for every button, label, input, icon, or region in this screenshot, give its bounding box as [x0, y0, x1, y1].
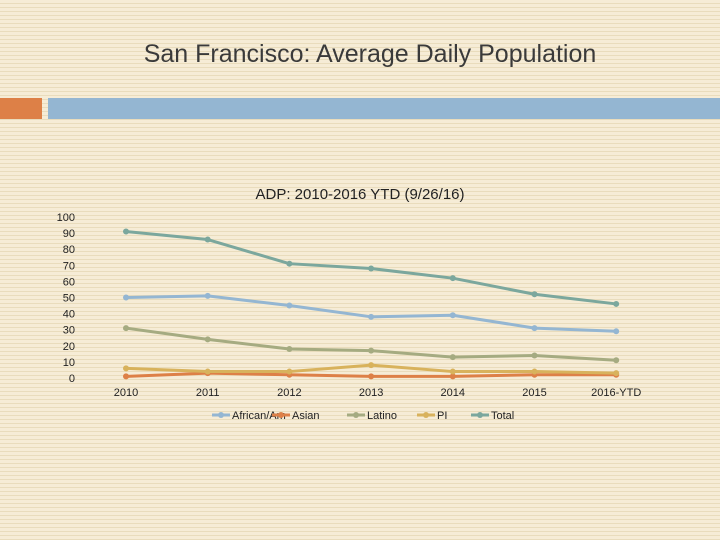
data-point-total [123, 228, 129, 235]
y-tick-label: 50 [63, 293, 75, 305]
accent-bar-blue [48, 98, 720, 119]
legend: African/Am Asian Latino PI Total [212, 410, 514, 422]
y-tick-label: 90 [63, 228, 75, 240]
x-tick-label: 2010 [114, 387, 138, 399]
data-point-asian [123, 373, 129, 380]
data-point-total [449, 275, 456, 282]
data-point-pi [204, 368, 211, 375]
y-axis-ticks: 0 10 20 30 40 50 60 70 80 90 100 [57, 212, 75, 385]
y-tick-label: 30 [63, 325, 75, 337]
x-tick-label: 2015 [522, 387, 546, 399]
data-point-total [368, 265, 375, 272]
data-point-pi [449, 368, 456, 375]
data-point-pi [613, 370, 620, 377]
legend-marker [218, 412, 224, 418]
series-lines [123, 228, 620, 380]
data-point-asian [368, 373, 375, 380]
data-point-latino [286, 346, 293, 353]
x-tick-label: 2012 [277, 387, 301, 399]
data-point-total [531, 291, 538, 298]
data-point-latino [123, 325, 129, 332]
data-point-total [613, 300, 620, 307]
data-point-latino [204, 336, 211, 343]
data-point-african-am [531, 325, 538, 332]
x-tick-label: 2016-YTD [591, 387, 641, 399]
data-point-total [286, 260, 293, 267]
slide-title: San Francisco: Average Daily Population [143, 40, 597, 68]
accent-bar-orange [0, 98, 42, 119]
y-tick-label: 80 [63, 244, 75, 256]
legend-label: Latino [367, 410, 397, 422]
data-point-latino [613, 357, 620, 364]
data-point-latino [368, 347, 375, 354]
data-point-african-am [286, 302, 293, 309]
data-point-pi [368, 362, 375, 369]
legend-label: African/Am [232, 410, 286, 422]
legend-marker [353, 412, 359, 418]
series-line-latino [125, 326, 617, 362]
data-point-asian [449, 373, 456, 380]
legend-marker [423, 412, 429, 418]
legend-marker [278, 412, 284, 418]
legend-label: PI [437, 410, 447, 422]
x-tick-label: 2014 [441, 387, 465, 399]
x-tick-label: 2011 [196, 387, 220, 399]
legend-marker [477, 412, 483, 418]
x-axis-ticks: 2010 2011 2012 2013 2014 2015 2016-YTD [114, 387, 642, 399]
y-tick-label: 100 [57, 212, 75, 224]
series-line-african-am [125, 294, 617, 333]
data-point-latino [449, 354, 456, 361]
y-tick-label: 70 [63, 260, 75, 272]
x-tick-label: 2013 [359, 387, 383, 399]
data-point-pi [123, 365, 129, 372]
data-point-total [204, 236, 211, 243]
data-point-african-am [613, 328, 620, 335]
y-tick-label: 60 [63, 276, 75, 288]
data-point-latino [531, 352, 538, 359]
y-tick-label: 20 [63, 341, 75, 353]
y-tick-label: 40 [63, 309, 75, 321]
data-point-african-am [368, 313, 375, 320]
legend-label: Asian [292, 410, 320, 422]
y-tick-label: 10 [63, 357, 75, 369]
data-point-african-am [204, 292, 211, 299]
line-chart: ADP: 2010-2016 YTD (9/26/16) 0 10 20 30 40 50… [57, 186, 642, 422]
legend-label: Total [491, 410, 514, 422]
chart-title: ADP: 2010-2016 YTD (9/26/16) [255, 186, 464, 203]
data-point-african-am [123, 294, 129, 301]
y-tick-label: 0 [69, 373, 75, 385]
data-point-pi [531, 368, 538, 375]
data-point-pi [286, 368, 293, 375]
data-point-african-am [449, 312, 456, 319]
